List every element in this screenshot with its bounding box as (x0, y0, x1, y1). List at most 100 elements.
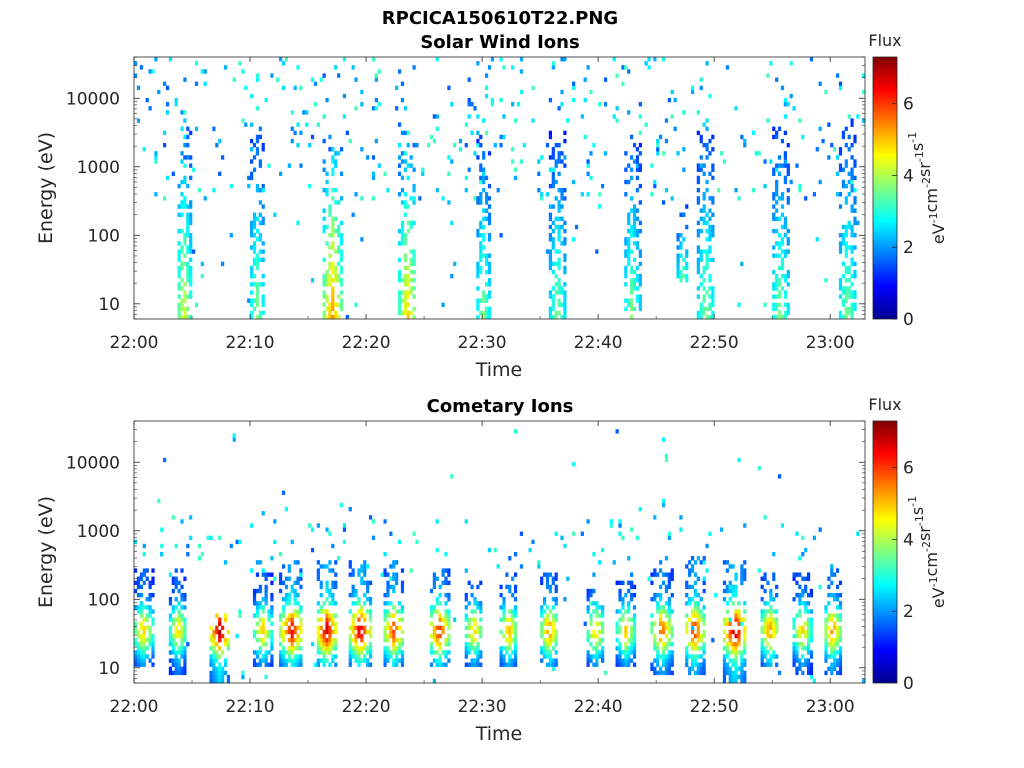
heatmap-cell (299, 572, 303, 577)
heatmap-cell (589, 89, 593, 95)
heatmap-cell (316, 658, 320, 663)
heatmap-cell (763, 515, 767, 520)
heatmap-cell (696, 163, 700, 168)
heatmap-cell (705, 265, 709, 271)
heatmap-cell (551, 151, 555, 156)
heatmap-cell (838, 278, 843, 283)
heatmap-cell (511, 147, 515, 152)
heatmap-cell (258, 662, 262, 667)
heatmap-cell (850, 310, 854, 316)
heatmap-cell (618, 625, 622, 631)
heatmap-cell (627, 245, 631, 250)
heatmap-cell (618, 642, 622, 647)
heatmap-cell (702, 629, 706, 635)
heatmap-cell (325, 621, 329, 626)
heatmap-cell (296, 613, 300, 618)
heatmap-cell (360, 568, 364, 573)
heatmap-cell (667, 97, 671, 103)
heatmap-cell (354, 633, 358, 639)
heatmap-cell (281, 637, 286, 643)
heatmap-cell (838, 163, 843, 168)
heatmap-cell (409, 261, 413, 267)
heatmap-cell (653, 568, 657, 573)
heatmap-cell (638, 282, 642, 287)
heatmap-cell (511, 159, 515, 164)
heatmap-cell (830, 572, 834, 577)
heatmap-cell (589, 658, 593, 663)
heatmap-cell (853, 163, 857, 168)
heatmap-cell (322, 633, 326, 639)
heatmap-cell (171, 658, 175, 663)
heatmap-cell (397, 302, 402, 308)
heatmap-cell (595, 646, 599, 651)
heatmap-cell (180, 314, 184, 320)
heatmap-cell (548, 265, 553, 271)
heatmap-cell (833, 572, 837, 577)
heatmap-cell (322, 609, 326, 614)
heatmap-cell (142, 633, 146, 639)
colorbar-tick-label: 2 (903, 238, 914, 258)
heatmap-cell (818, 179, 822, 185)
heatmap-cell (798, 118, 802, 123)
heatmap-cell (342, 93, 347, 99)
heatmap-cell (435, 650, 439, 655)
heatmap-cell (705, 118, 709, 123)
heatmap-cell (403, 241, 407, 246)
heatmap-cell (801, 642, 805, 647)
heatmap-cell (279, 580, 283, 586)
heatmap-cell (783, 175, 787, 181)
heatmap-cell (856, 114, 860, 119)
heatmap-cell (186, 134, 190, 140)
heatmap-cell (322, 662, 326, 667)
heatmap-cell (171, 609, 175, 614)
heatmap-cell (618, 658, 622, 663)
heatmap-cell (136, 646, 141, 651)
heatmap-cell (545, 646, 550, 651)
heatmap-cell (168, 633, 173, 639)
heatmap-cell (505, 637, 509, 643)
heatmap-cell (183, 670, 187, 676)
heatmap-cell (632, 654, 637, 659)
heatmap-cell (218, 646, 222, 651)
heatmap-cell (586, 662, 590, 667)
heatmap-cell (441, 662, 445, 667)
heatmap-cell (485, 85, 489, 91)
heatmap-cell (189, 265, 193, 271)
heatmap-cell (563, 597, 567, 602)
heatmap-cell (183, 294, 187, 299)
heatmap-cell (540, 633, 544, 639)
heatmap-cell (258, 282, 262, 287)
heatmap-cell (679, 269, 683, 275)
heatmap-cell (482, 298, 486, 303)
heatmap-cell (806, 629, 811, 635)
heatmap-cell (371, 519, 376, 524)
heatmap-cell (514, 650, 518, 655)
heatmap-cell (313, 81, 318, 86)
heatmap-cell (134, 621, 138, 626)
heatmap-cell (598, 102, 602, 107)
heatmap-cell (514, 658, 518, 663)
heatmap-cell (284, 597, 289, 602)
heatmap-cell (835, 629, 840, 635)
heatmap-cell (809, 592, 814, 598)
heatmap-cell (827, 584, 831, 590)
heatmap-cell (183, 666, 187, 672)
heatmap-cell (627, 220, 631, 226)
heatmap-cell (711, 314, 715, 320)
heatmap-cell (368, 617, 373, 622)
heatmap-cell (136, 633, 141, 639)
heatmap-cell (554, 142, 558, 148)
heatmap-cell (632, 208, 637, 213)
heatmap-cell (725, 584, 729, 590)
heatmap-cell (722, 580, 727, 586)
heatmap-cell (638, 183, 642, 189)
heatmap-cell (212, 666, 216, 672)
heatmap-cell (702, 294, 706, 299)
heatmap-cell (847, 290, 851, 295)
heatmap-cell (487, 306, 492, 312)
heatmap-cell (809, 633, 814, 639)
heatmap-cell (163, 81, 167, 86)
heatmap-cell (545, 613, 550, 618)
heatmap-cell (354, 650, 358, 655)
heatmap-cell (627, 617, 631, 622)
